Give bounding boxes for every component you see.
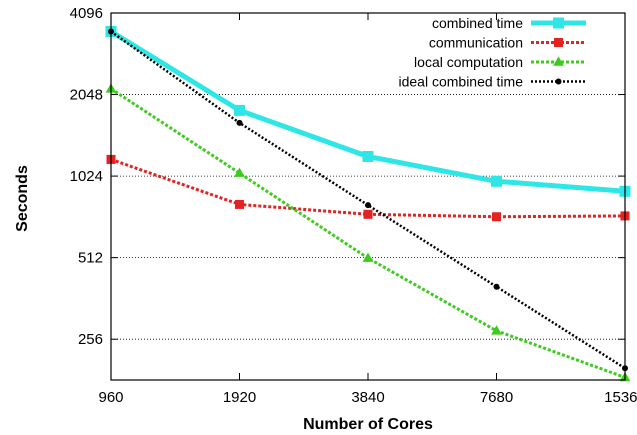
data-point <box>493 283 500 290</box>
x-tick-label: 3840 <box>351 389 384 406</box>
y-tick-label: 256 <box>78 331 103 348</box>
legend-item: local computation <box>414 54 586 70</box>
data-point <box>235 199 244 209</box>
y-tick-label: 4096 <box>70 5 103 22</box>
y-tick-label: 2048 <box>70 87 103 104</box>
y-tick-label: 1024 <box>70 168 103 185</box>
legend-item: communication <box>429 35 586 51</box>
legend-item: ideal combined time <box>398 74 586 90</box>
series-group <box>105 26 631 382</box>
x-tick-label: 15360 <box>604 389 637 406</box>
y-axis-title: Seconds <box>14 165 31 232</box>
data-point <box>365 202 371 209</box>
data-point <box>554 38 563 47</box>
data-point <box>234 104 245 116</box>
series-line <box>109 29 626 194</box>
y-tick-label: 512 <box>78 250 103 267</box>
x-tick-label: 1920 <box>223 389 256 406</box>
plot-frame <box>110 12 626 381</box>
data-point <box>553 56 564 66</box>
x-axis-title: Number of Cores <box>303 416 433 433</box>
x-tick-label: 7680 <box>480 389 513 406</box>
data-point <box>491 325 502 335</box>
data-point <box>363 209 373 219</box>
axis-ticks: 256 512 1024 2048 4096 960 1920 3840 7680 15360 <box>70 5 637 406</box>
data-point <box>362 252 374 262</box>
data-point <box>492 212 501 222</box>
legend-label: ideal combined time <box>398 74 523 90</box>
data-point <box>491 175 502 187</box>
data-point <box>236 119 243 126</box>
series-combined-time <box>105 26 631 197</box>
data-point <box>234 167 245 177</box>
series-line <box>110 30 626 370</box>
data-point <box>362 150 374 162</box>
legend-item: combined time <box>432 15 586 31</box>
series-line <box>110 87 626 379</box>
legend-label: combined time <box>432 15 523 31</box>
legend: combined time communication local computat… <box>398 15 586 90</box>
data-point <box>555 78 562 85</box>
data-point <box>553 17 564 29</box>
x-tick-label: 960 <box>98 389 123 406</box>
legend-label: local computation <box>414 54 523 70</box>
series-local-computation <box>105 83 631 382</box>
series-communication <box>106 154 630 222</box>
legend-label: communication <box>429 35 523 51</box>
series-ideal-combined-time <box>108 28 628 372</box>
